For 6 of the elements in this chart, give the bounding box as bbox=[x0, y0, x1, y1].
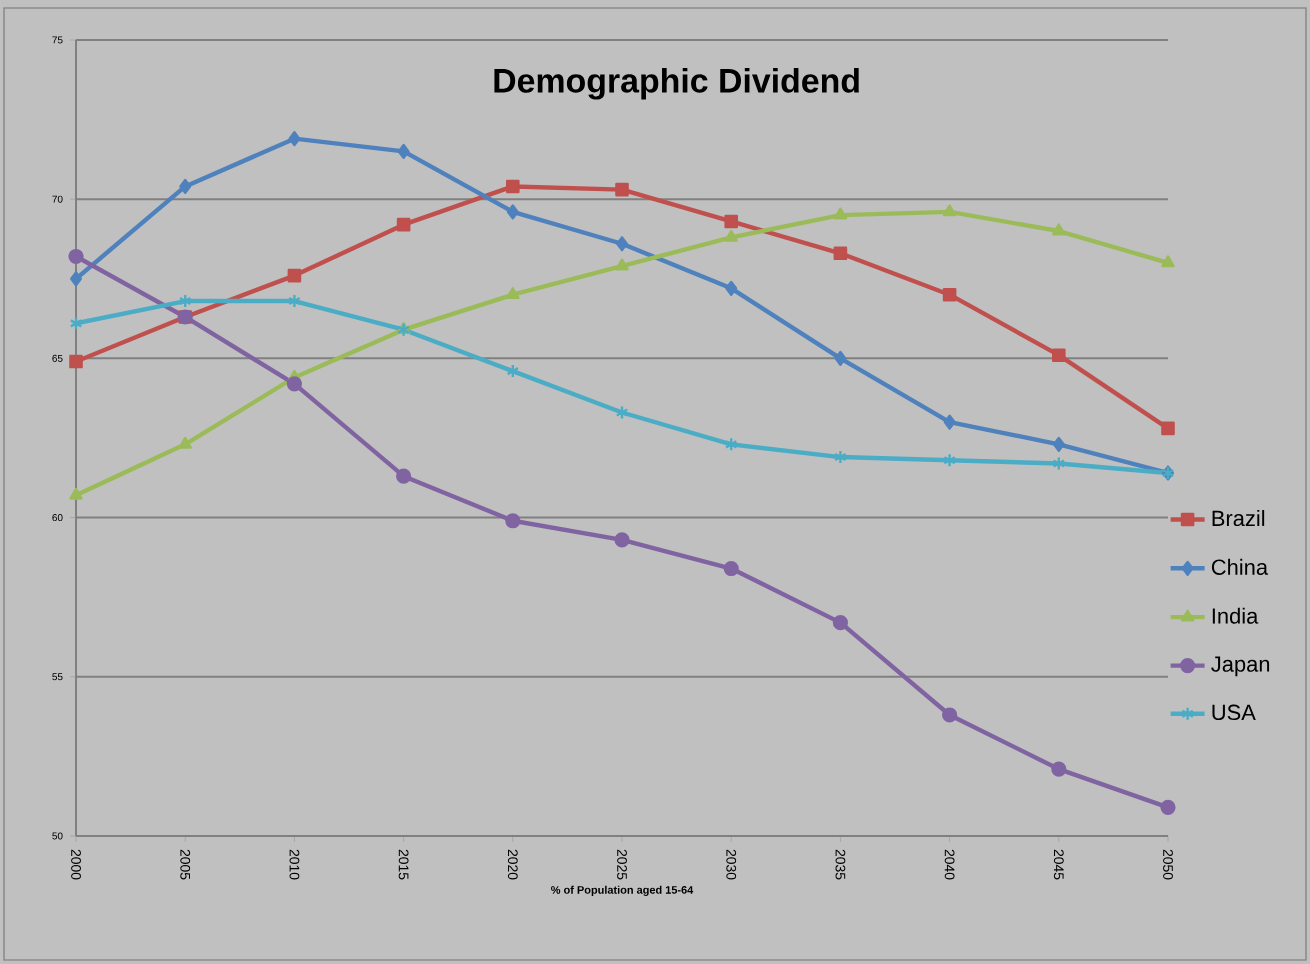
legend-label: Japan bbox=[1211, 656, 1270, 677]
legend-label: China bbox=[1211, 558, 1269, 575]
legend-label: USA bbox=[1212, 704, 1256, 721]
text: Demographic Dividend bbox=[494, 67, 859, 100]
legend-label: Brazil bbox=[1212, 510, 1265, 527]
legend-label: India bbox=[1212, 607, 1259, 624]
